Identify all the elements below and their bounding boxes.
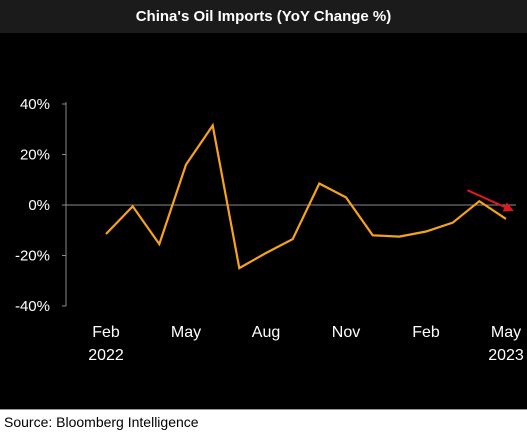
y-tick-label: -40% xyxy=(15,298,50,315)
down-arrow-icon xyxy=(466,189,514,212)
x-tick-label: Nov xyxy=(332,324,360,341)
source-note: Source: Bloomberg Intelligence xyxy=(0,409,527,435)
y-tick-label: 20% xyxy=(20,147,50,164)
y-tick-label: -20% xyxy=(15,248,50,265)
x-tick-label: May xyxy=(171,324,201,341)
y-tick-label: 40% xyxy=(20,96,50,113)
x-tick-label: Feb xyxy=(92,324,120,341)
y-tick-label: 0% xyxy=(28,197,50,214)
x-tick-label: May xyxy=(491,324,521,341)
x-tick-label: Feb xyxy=(412,324,440,341)
chart-title: China's Oil Imports (YoY Change %) xyxy=(0,0,527,33)
line-chart: 40% 20% 0% -20% -40% Feb 2022 May Aug Nov Feb May 2… xyxy=(15,96,524,364)
x-year-label: 2022 xyxy=(88,347,124,364)
series-line xyxy=(105,122,507,270)
x-year-label: 2023 xyxy=(488,347,524,364)
x-tick-label: Aug xyxy=(252,324,280,341)
